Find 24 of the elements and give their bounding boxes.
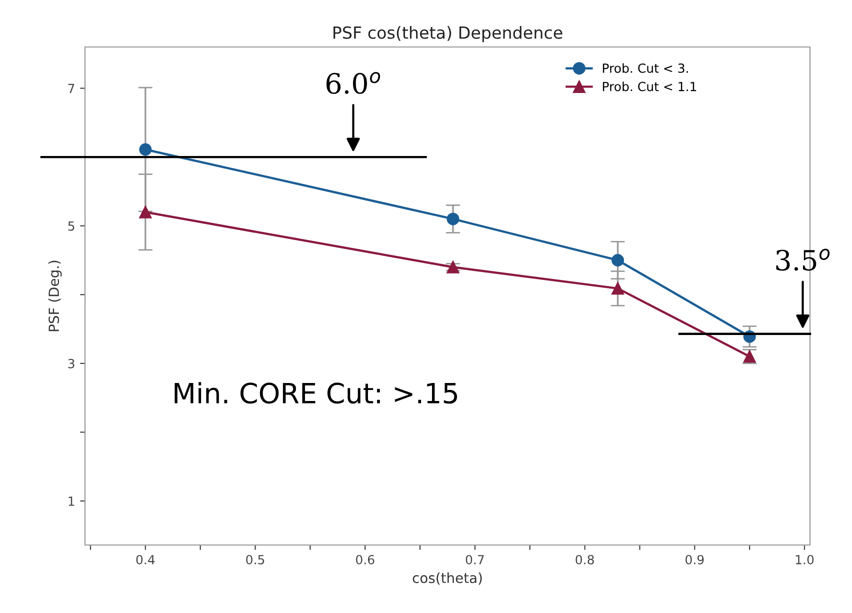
x-axis-title: cos(theta) (412, 572, 482, 585)
point (612, 254, 624, 266)
ref-line-label: 3.5$^{o}$ (776, 248, 830, 271)
x-tick-label: 0.6 (356, 554, 374, 564)
point (139, 206, 152, 218)
y-tick-label: 5 (68, 221, 74, 231)
x-tick-label: 0.7 (466, 554, 484, 564)
x-tick-label: 0.5 (246, 554, 264, 564)
x-tick-label: 1.0 (796, 554, 814, 564)
x-tick-label: 0.4 (136, 554, 155, 564)
legend-label: Prob. Cut < 1.1 (602, 82, 696, 92)
chart-title: PSF cos(theta) Dependence (334, 26, 562, 42)
ref-line-label: 6.0$^{o}$ (326, 72, 380, 94)
point (446, 212, 460, 226)
y-tick-label: 1 (68, 496, 74, 506)
point (612, 282, 624, 295)
legend-label: Prob. Cut < 3. (602, 63, 688, 73)
x-tick-label: 0.8 (576, 554, 594, 564)
point (139, 143, 152, 156)
annotation: Min. CORE Cut: >.15 (174, 382, 457, 404)
y-tick-label: 3 (68, 358, 74, 368)
x-tick-label: 0.9 (686, 554, 704, 564)
y-axis-title: PSF (Deg.) (48, 260, 62, 332)
y-tick-label: 7 (68, 84, 74, 94)
